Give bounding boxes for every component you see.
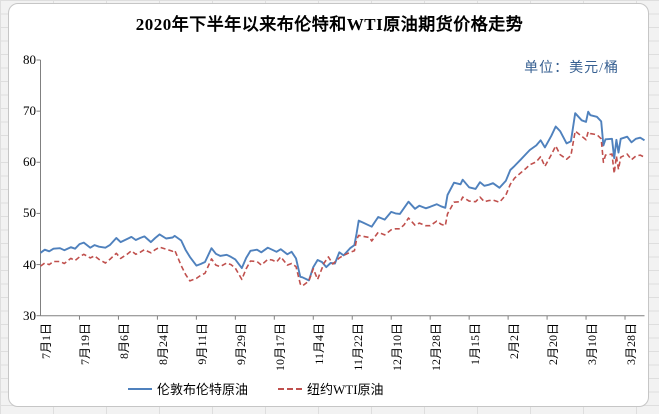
legend-item-brent: 伦敦布伦特原油 [128, 379, 248, 398]
brent-line [39, 110, 645, 282]
y-tick-label: 70 [23, 103, 36, 119]
wti-line-swatch [278, 387, 303, 390]
brent-line-swatch [128, 387, 152, 390]
y-tick-label: 60 [23, 154, 36, 170]
legend-label-wti: 纽约WTI原油 [307, 382, 384, 397]
y-tick-label: 30 [23, 307, 36, 323]
legend: 伦敦布伦特原油 纽约WTI原油 [128, 379, 384, 398]
wti-line [40, 130, 645, 287]
y-tick-label: 50 [23, 205, 36, 221]
unit-label: 单位：美元/桶 [524, 61, 619, 76]
y-tick-label: 40 [23, 256, 36, 272]
legend-label-brent: 伦敦布伦特原油 [157, 382, 249, 397]
legend-item-wti: 纽约WTI原油 [278, 379, 384, 398]
y-tick-label: 80 [23, 52, 36, 67]
chart-container [8, 3, 649, 407]
chart-title: 2020年下半年以来布伦特和WTI原油期货价格走势 [135, 15, 524, 34]
